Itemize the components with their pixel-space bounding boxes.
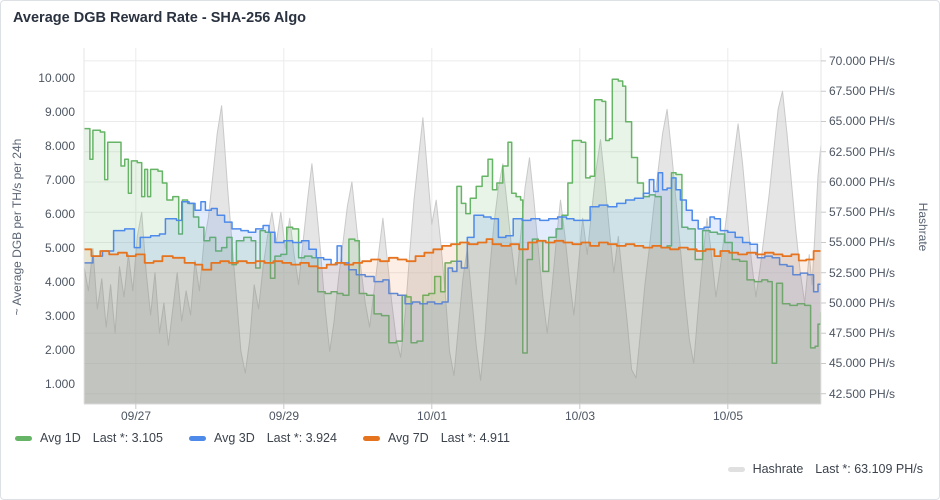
chart-title: Average DGB Reward Rate - SHA-256 Algo — [13, 10, 307, 26]
left-axis-tick: 3.000 — [44, 309, 75, 323]
left-axis-tick: 5.000 — [44, 241, 75, 255]
right-axis-tick: 45.000 PH/s — [829, 356, 896, 370]
x-axis-tick: 10/03 — [564, 409, 596, 423]
legend-label: Avg 3D — [213, 431, 255, 445]
legend-item-hashrate[interactable]: Hashrate Last *: 63.109 PH/s — [727, 462, 923, 476]
right-axis-tick: 55.000 PH/s — [829, 235, 896, 249]
left-axis-tick: 2.000 — [44, 343, 75, 357]
hashrate-swatch-icon — [727, 466, 745, 472]
left-axis-tick: 8.000 — [44, 139, 75, 153]
right-axis-tick: 65.000 PH/s — [829, 114, 896, 128]
legend-last-value: Last *: 3.924 — [266, 431, 337, 445]
x-axis-tick: 10/05 — [712, 409, 744, 423]
legend-item-avg-3d[interactable]: Avg 3D Last *: 3.924 — [188, 431, 337, 445]
avg-7d-swatch-icon — [362, 435, 380, 441]
x-axis-tick: 09/29 — [268, 409, 300, 423]
left-axis-tick: 6.000 — [44, 207, 75, 221]
right-axis-tick: 62.500 PH/s — [829, 145, 896, 159]
left-axis-tick: 4.000 — [44, 275, 75, 289]
legend-label: Avg 1D — [40, 431, 81, 445]
right-axis-tick: 70.000 PH/s — [829, 54, 896, 68]
legend-item-avg-1d[interactable]: Avg 1D Last *: 3.105 — [15, 431, 163, 445]
right-axis-tick: 47.500 PH/s — [829, 326, 896, 340]
series-group — [84, 78, 821, 404]
legend-label: Hashrate — [752, 462, 804, 476]
hashrate-legend: Hashrate Last *: 63.109 PH/s — [727, 462, 923, 476]
left-axis-tick: 7.000 — [44, 173, 75, 187]
right-axis-tick: 60.000 PH/s — [829, 175, 896, 189]
right-axis-tick: 57.500 PH/s — [829, 205, 896, 219]
legend-item-avg-7d[interactable]: Avg 7D Last *: 4.911 — [362, 431, 510, 445]
legend: Avg 1D Last *: 3.105 Avg 3D Last *: 3.92… — [15, 431, 510, 445]
left-axis-tick: 9.000 — [44, 105, 75, 119]
legend-last-value: Last *: 3.105 — [92, 431, 163, 445]
right-axis-tick: 50.000 PH/s — [829, 296, 896, 310]
legend-last-value: Last *: 63.109 PH/s — [815, 462, 923, 476]
right-axis-tick: 42.500 PH/s — [829, 387, 896, 401]
right-axis-tick: 67.500 PH/s — [829, 84, 896, 98]
x-axis-tick: 09/27 — [120, 409, 152, 423]
avg-3d-swatch-icon — [188, 435, 206, 441]
axes — [83, 48, 826, 409]
x-axis-tick: 10/01 — [416, 409, 448, 423]
legend-last-value: Last *: 4.911 — [440, 431, 510, 445]
right-axis-tick: 52.500 PH/s — [829, 266, 896, 280]
left-axis-tick: 10.000 — [38, 71, 75, 85]
avg-1d-swatch-icon — [15, 435, 32, 441]
left-axis-tick: 1.000 — [44, 377, 75, 391]
legend-label: Avg 7D — [387, 431, 429, 445]
